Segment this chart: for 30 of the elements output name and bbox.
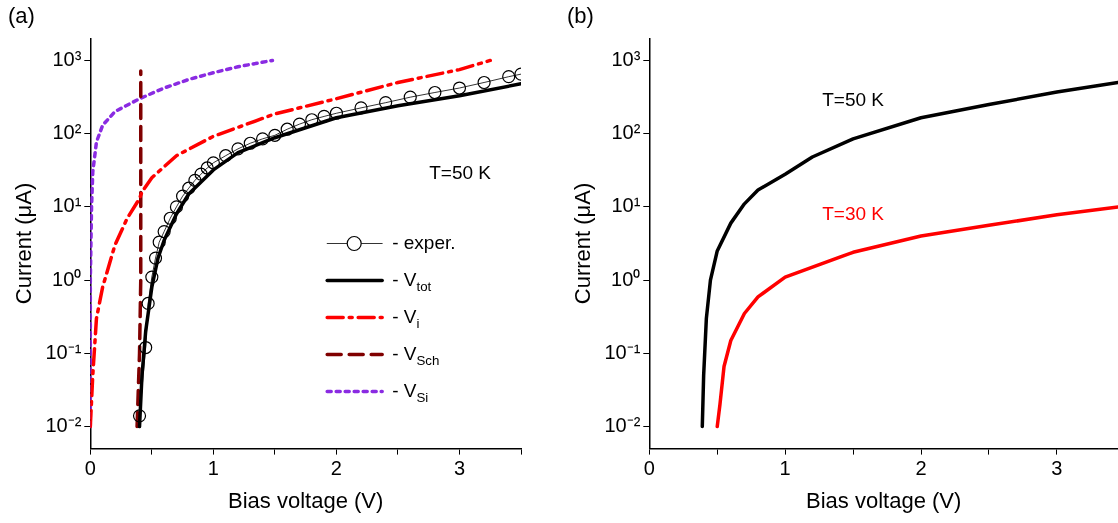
- x-tick-label: 0: [643, 457, 655, 480]
- y-tick-label: 10⁻²: [604, 414, 641, 437]
- y-axis-title: Current (μA): [570, 182, 596, 305]
- y-tick-label: 10⁻²: [45, 414, 82, 437]
- series-label: T=30 K: [822, 202, 885, 224]
- legend-label: - exper.: [392, 231, 456, 253]
- y-tick-label: 10³: [611, 47, 641, 70]
- y-tick-label: 10¹: [52, 194, 82, 217]
- y-tick-label: 10⁰: [611, 267, 641, 290]
- y-tick-label: 10⁻¹: [604, 340, 641, 363]
- x-axis-title: Bias voltage (V): [806, 487, 962, 513]
- y-tick-label: 10⁻¹: [45, 340, 82, 363]
- chart-title: (b): [567, 3, 594, 29]
- y-tick-label: 10¹: [611, 194, 641, 217]
- y-tick-label: 10²: [611, 121, 641, 144]
- x-tick-label: 1: [779, 457, 791, 480]
- x-tick-label: 2: [330, 457, 342, 480]
- y-tick-label: 10²: [52, 121, 82, 144]
- x-tick-label: 1: [207, 457, 219, 480]
- y-tick-label: 10³: [52, 47, 82, 70]
- x-tick-label: 2: [915, 457, 927, 480]
- x-tick-label: 3: [453, 457, 466, 480]
- x-tick-label: 0: [84, 457, 96, 480]
- chart-title: (a): [8, 3, 35, 29]
- annotation: T=50 K: [429, 162, 492, 183]
- x-axis-title: Bias voltage (V): [228, 487, 384, 513]
- y-axis-title: Current (μA): [11, 182, 37, 305]
- series-label: T=50 K: [822, 89, 885, 111]
- y-tick-label: 10⁰: [52, 267, 82, 290]
- x-tick-label: 3: [1051, 457, 1063, 480]
